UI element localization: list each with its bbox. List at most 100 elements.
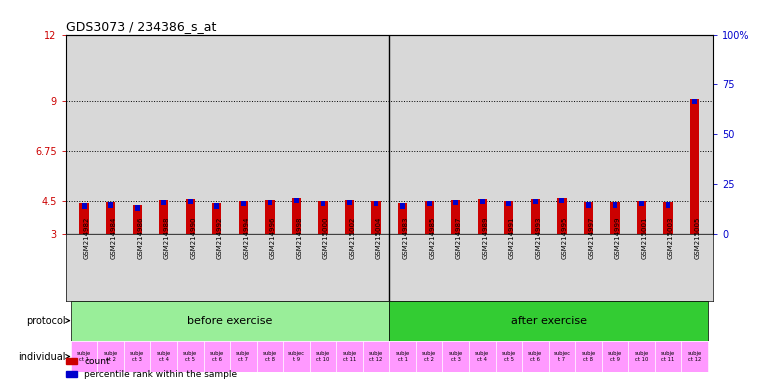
Bar <box>665 202 671 207</box>
Bar <box>265 200 274 234</box>
Text: GSM215005: GSM215005 <box>695 216 701 259</box>
Bar <box>443 341 469 372</box>
Bar <box>318 201 328 234</box>
Text: GSM215001: GSM215001 <box>641 216 648 259</box>
Text: GSM214989: GSM214989 <box>482 216 488 259</box>
Text: subje
ct 3: subje ct 3 <box>130 351 144 362</box>
Bar <box>71 301 389 341</box>
Bar <box>389 341 416 372</box>
Bar <box>186 199 195 234</box>
Bar <box>135 205 140 211</box>
Text: subje
ct 5: subje ct 5 <box>183 351 197 362</box>
Bar <box>400 203 405 209</box>
Bar <box>82 203 86 209</box>
Text: subje
ct 3: subje ct 3 <box>449 351 463 362</box>
Legend: count, percentile rank within the sample: count, percentile rank within the sample <box>66 357 237 379</box>
Text: subje
ct 4: subje ct 4 <box>157 351 171 362</box>
Text: GSM215002: GSM215002 <box>349 216 355 259</box>
Bar <box>533 199 537 204</box>
Text: GSM214982: GSM214982 <box>84 216 90 259</box>
Text: GSM214992: GSM214992 <box>217 216 223 259</box>
Bar <box>204 341 230 372</box>
Text: GDS3073 / 234386_s_at: GDS3073 / 234386_s_at <box>66 20 216 33</box>
Text: subje
ct 2: subje ct 2 <box>103 351 118 362</box>
Text: subje
ct 2: subje ct 2 <box>422 351 436 362</box>
Bar <box>549 341 575 372</box>
Bar <box>663 202 672 234</box>
Bar <box>177 341 204 372</box>
Bar <box>451 200 460 234</box>
Text: subje
ct 5: subje ct 5 <box>502 351 516 362</box>
Bar <box>575 341 601 372</box>
Text: before exercise: before exercise <box>187 316 273 326</box>
Bar <box>79 203 89 234</box>
Bar <box>690 99 699 234</box>
Text: GSM214997: GSM214997 <box>588 216 594 259</box>
Bar <box>97 341 124 372</box>
Text: GSM214990: GSM214990 <box>190 216 197 259</box>
Text: subjec
t 9: subjec t 9 <box>288 351 305 362</box>
Text: individual: individual <box>18 351 69 361</box>
Bar <box>71 341 97 372</box>
Bar <box>560 197 564 203</box>
Bar <box>628 341 655 372</box>
Bar <box>611 202 620 234</box>
Bar <box>257 341 283 372</box>
Text: subje
ct 11: subje ct 11 <box>661 351 675 362</box>
Bar <box>496 341 522 372</box>
Text: GSM214995: GSM214995 <box>562 216 568 259</box>
Text: subje
ct 11: subje ct 11 <box>342 351 357 362</box>
Bar <box>372 201 381 234</box>
Bar <box>427 201 432 207</box>
Text: subje
ct 6: subje ct 6 <box>210 351 224 362</box>
Bar <box>310 341 336 372</box>
Text: subje
ct 1: subje ct 1 <box>77 351 91 362</box>
Bar <box>230 341 257 372</box>
Bar <box>108 202 113 207</box>
Text: subje
ct 7: subje ct 7 <box>236 351 251 362</box>
Text: subje
ct 10: subje ct 10 <box>316 351 330 362</box>
Text: GSM214987: GSM214987 <box>456 216 462 259</box>
Bar <box>212 203 221 234</box>
Text: subje
ct 10: subje ct 10 <box>635 351 648 362</box>
Text: subjec
t 7: subjec t 7 <box>554 351 571 362</box>
Text: subje
ct 12: subje ct 12 <box>688 351 702 362</box>
Bar <box>374 201 379 207</box>
Bar <box>477 199 487 234</box>
Bar <box>522 341 549 372</box>
Bar <box>347 200 352 205</box>
Bar <box>283 341 310 372</box>
Text: GSM214984: GSM214984 <box>111 216 116 259</box>
Text: GSM214998: GSM214998 <box>297 216 302 259</box>
Text: GSM214986: GSM214986 <box>137 216 143 259</box>
Bar <box>584 202 593 234</box>
Text: GSM215003: GSM215003 <box>668 216 674 259</box>
Bar <box>150 341 177 372</box>
Bar <box>291 197 301 234</box>
Bar <box>557 197 567 234</box>
Bar <box>480 199 485 204</box>
Bar <box>453 200 458 205</box>
Text: GSM214999: GSM214999 <box>615 216 621 259</box>
Bar <box>214 203 219 209</box>
Text: GSM214993: GSM214993 <box>535 216 541 259</box>
Text: subje
ct 6: subje ct 6 <box>528 351 543 362</box>
Bar <box>389 301 708 341</box>
Bar <box>416 341 443 372</box>
Bar <box>398 203 407 234</box>
Text: subje
ct 8: subje ct 8 <box>263 351 277 362</box>
Bar <box>530 199 540 234</box>
Bar <box>124 341 150 372</box>
Text: subje
ct 9: subje ct 9 <box>608 351 622 362</box>
Bar <box>425 201 434 234</box>
Bar <box>106 202 116 234</box>
Bar <box>188 199 193 204</box>
Bar <box>241 201 246 207</box>
Text: GSM214985: GSM214985 <box>429 216 435 259</box>
Bar <box>586 202 591 207</box>
Bar <box>613 202 618 207</box>
Text: subje
ct 8: subje ct 8 <box>581 351 595 362</box>
Bar <box>268 200 272 205</box>
Bar <box>507 201 511 207</box>
Bar <box>363 341 389 372</box>
